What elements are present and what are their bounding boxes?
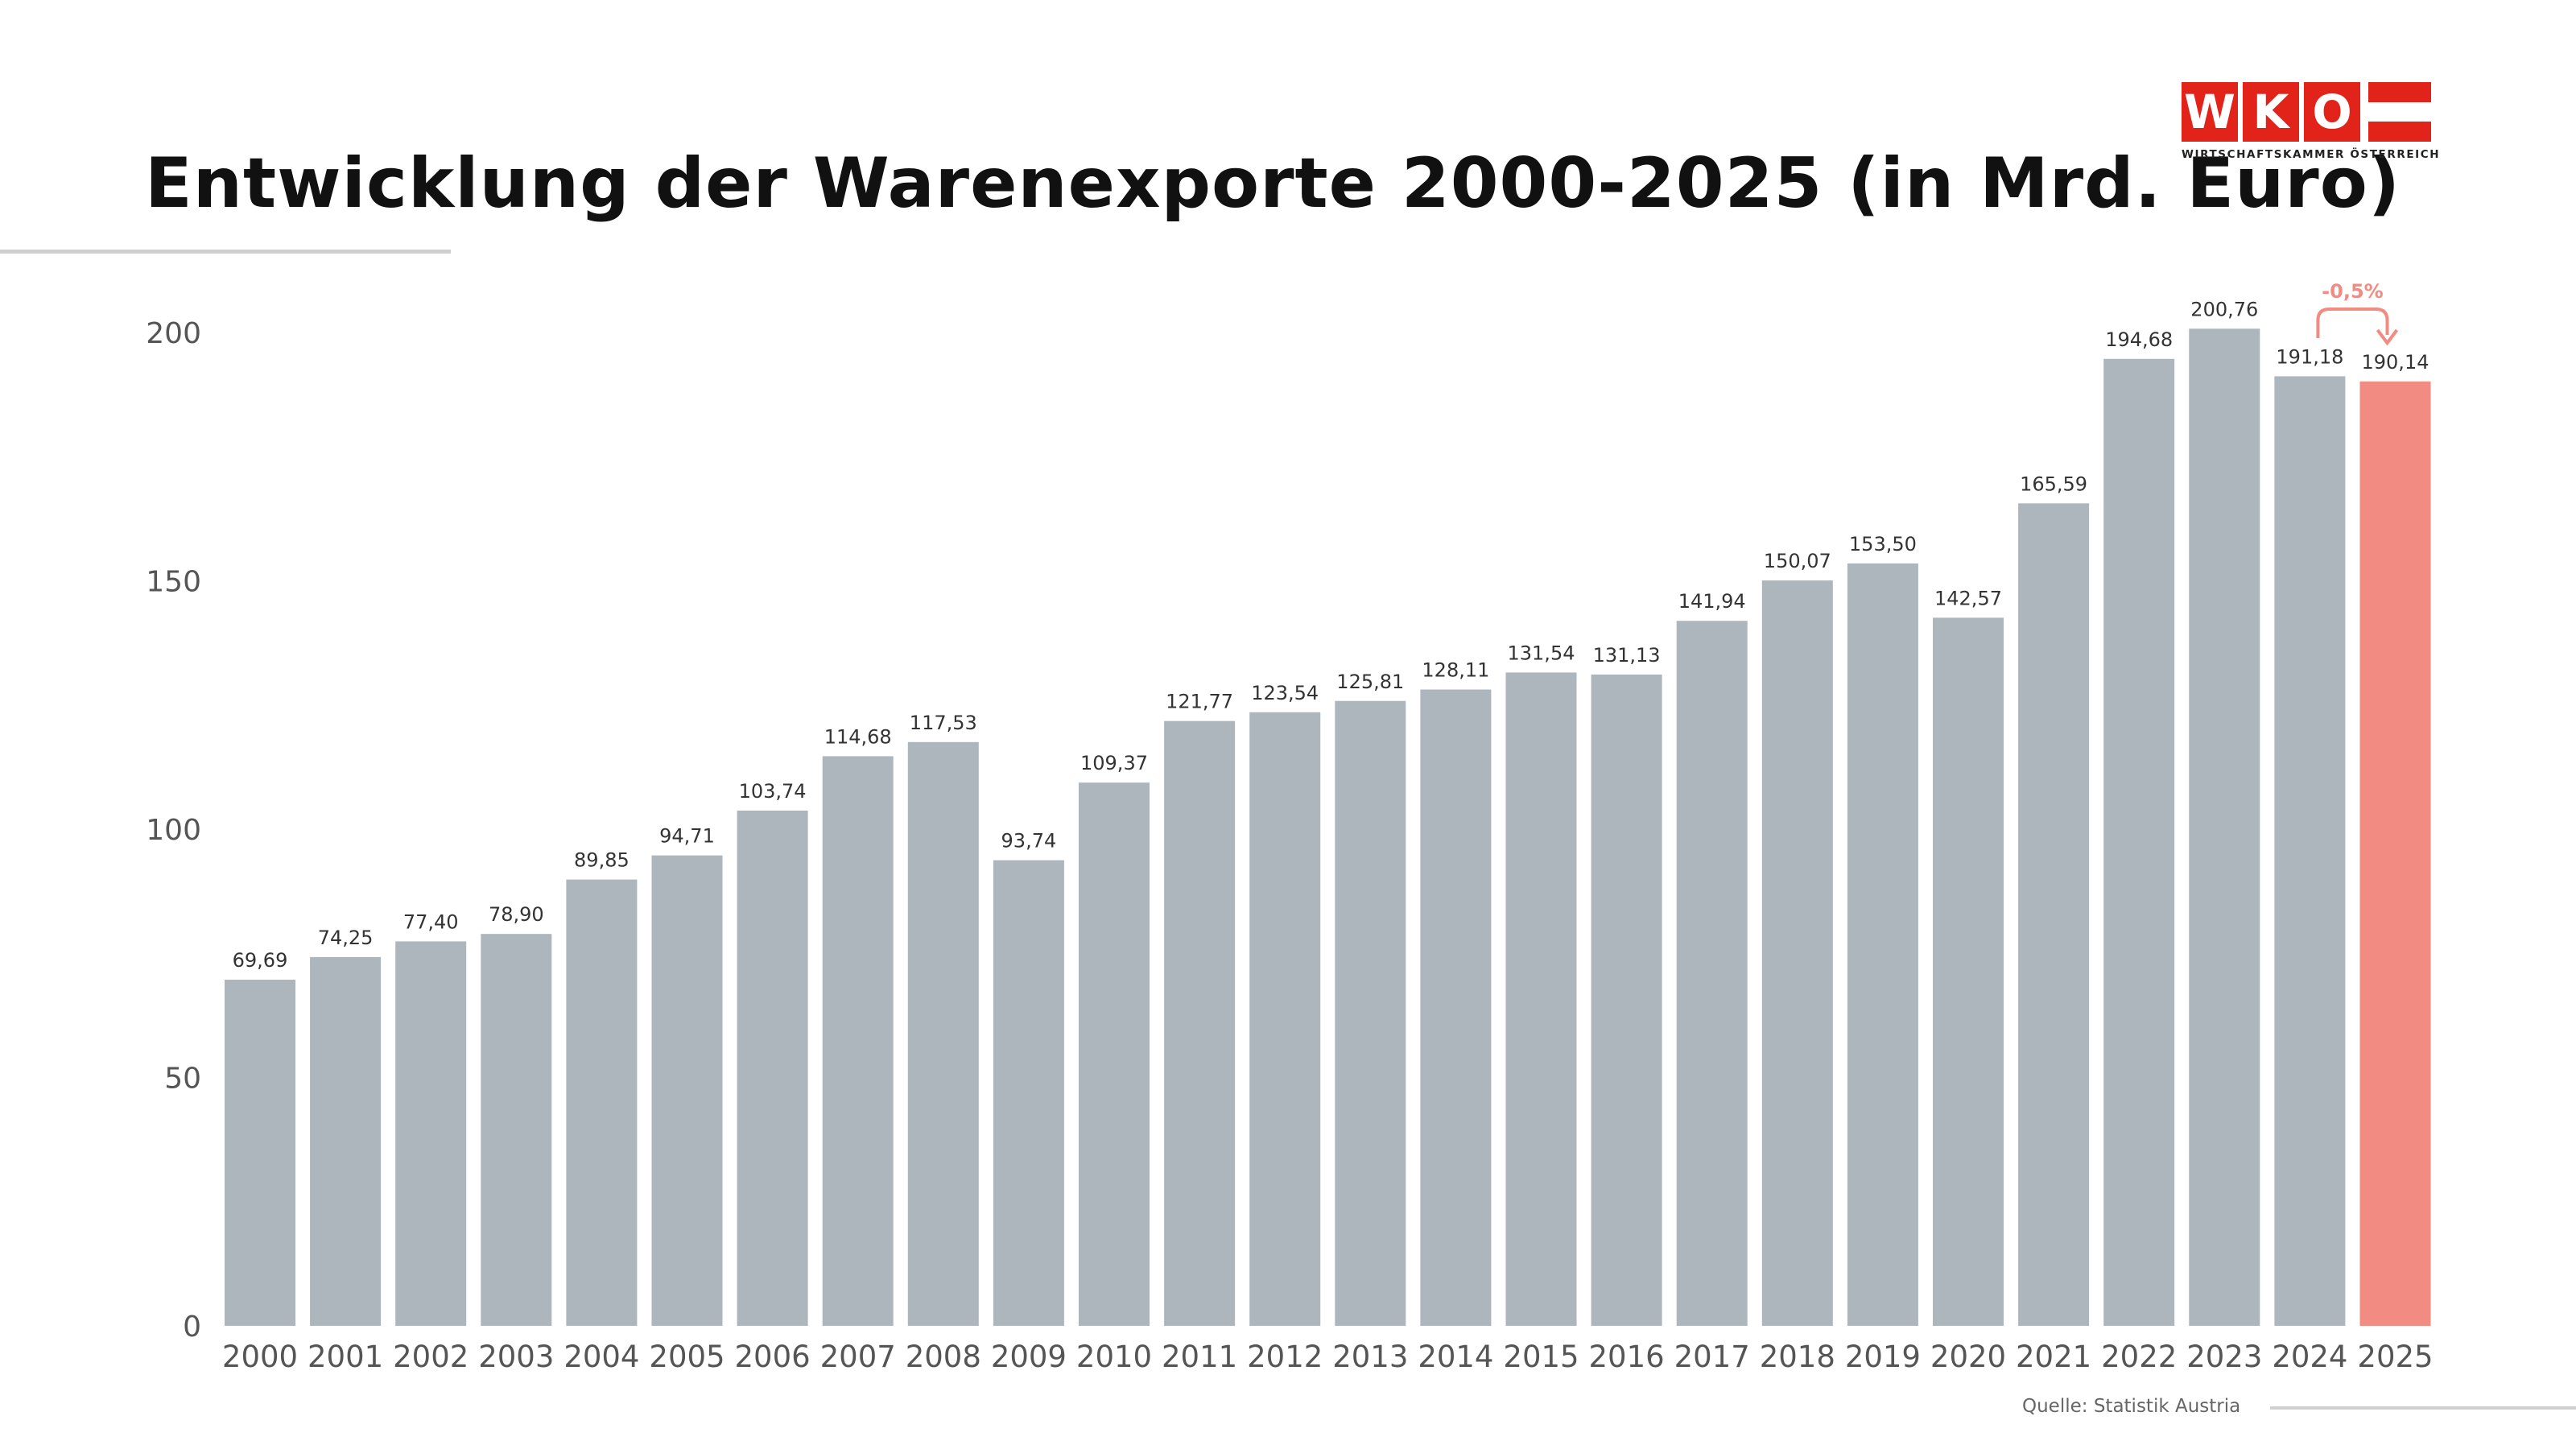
x-tick-label: 2013 <box>1332 1340 1408 1374</box>
bar-2009 <box>993 860 1064 1326</box>
bar-value-label: 165,59 <box>2020 473 2087 495</box>
x-tick-label: 2010 <box>1076 1340 1152 1374</box>
bar-value-label: 121,77 <box>1166 691 1233 713</box>
y-tick-label: 100 <box>146 814 201 847</box>
x-tick-label: 2025 <box>2357 1340 2433 1374</box>
bar-2025 <box>2359 381 2431 1327</box>
bar-value-label: 141,94 <box>1678 590 1746 613</box>
logo-subtitle: WIRTSCHAFTSKAMMER ÖSTERREICH <box>2182 148 2441 161</box>
bar-2022 <box>2103 358 2175 1326</box>
bar-2000 <box>225 980 295 1326</box>
bar-value-label: 78,90 <box>489 903 544 926</box>
bar-2012 <box>1249 712 1321 1326</box>
logo-letter-w: W <box>2182 82 2238 142</box>
bar-2002 <box>395 941 467 1326</box>
bar-2017 <box>1676 621 1748 1326</box>
bar-2024 <box>2274 376 2346 1326</box>
bar-2003 <box>481 934 552 1326</box>
bar-value-label: 69,69 <box>233 949 288 972</box>
x-tick-label: 2020 <box>1930 1340 2006 1374</box>
change-annotation-label: -0,5% <box>2322 280 2384 303</box>
x-tick-label: 2005 <box>649 1340 724 1374</box>
bar-2014 <box>1420 689 1492 1326</box>
source-note: Quelle: Statistik Austria <box>2022 1396 2241 1417</box>
x-tick-label: 2012 <box>1247 1340 1323 1374</box>
bar-value-label: 125,81 <box>1336 671 1404 693</box>
x-tick-label: 2014 <box>1418 1340 1493 1374</box>
bar-2010 <box>1079 782 1150 1326</box>
x-tick-label: 2016 <box>1589 1340 1665 1374</box>
bar-value-label: 191,18 <box>2276 345 2343 368</box>
bar-2016 <box>1591 674 1662 1326</box>
bar-value-label: 117,53 <box>910 712 977 734</box>
bar-2007 <box>822 756 894 1326</box>
x-tick-label: 2022 <box>2101 1340 2177 1374</box>
x-tick-label: 2000 <box>222 1340 298 1374</box>
bar-2001 <box>310 956 382 1326</box>
bar-2015 <box>1505 672 1577 1326</box>
bar-2023 <box>2189 328 2260 1326</box>
bar-2006 <box>737 810 808 1326</box>
bar-value-label: 131,13 <box>1593 644 1661 667</box>
x-tick-label: 2019 <box>1845 1340 1921 1374</box>
logo-letter-k: K <box>2243 82 2299 142</box>
x-tick-label: 2002 <box>393 1340 469 1374</box>
x-tick-label: 2006 <box>735 1340 811 1374</box>
x-tick-label: 2024 <box>2272 1340 2347 1374</box>
bar-value-label: 131,54 <box>1508 642 1575 664</box>
y-tick-label: 200 <box>146 317 201 350</box>
title-divider <box>0 250 451 254</box>
bar-2021 <box>2018 503 2090 1326</box>
change-arrow <box>2316 308 2389 338</box>
bar-value-label: 114,68 <box>824 725 892 748</box>
x-tick-label: 2008 <box>906 1340 981 1374</box>
x-tick-label: 2007 <box>820 1340 896 1374</box>
bar-value-label: 94,71 <box>659 825 715 848</box>
bar-2020 <box>1933 617 2004 1326</box>
logo-letter-o: O <box>2304 82 2360 142</box>
bar-value-label: 190,14 <box>2362 351 2429 374</box>
bar-value-label: 74,25 <box>318 927 374 949</box>
x-tick-label: 2004 <box>564 1340 639 1374</box>
wko-logo: W K O WIRTSCHAFTSKAMMER ÖSTERREICH <box>2182 82 2441 163</box>
bar-2018 <box>1761 580 1833 1326</box>
bar-value-label: 194,68 <box>2105 328 2173 351</box>
bar-value-label: 128,11 <box>1422 659 1489 682</box>
bar-value-label: 142,57 <box>1934 587 2002 609</box>
y-tick-label: 50 <box>164 1063 201 1096</box>
change-arrow-head <box>2376 328 2399 346</box>
bar-value-label: 123,54 <box>1251 682 1319 704</box>
bar-2011 <box>1164 720 1236 1326</box>
bar-2004 <box>566 879 638 1326</box>
bar-value-label: 77,40 <box>403 910 459 933</box>
austria-flag-icon <box>2368 82 2431 142</box>
bar-2019 <box>1847 563 1918 1326</box>
bar-2005 <box>651 855 723 1326</box>
x-tick-label: 2001 <box>308 1340 383 1374</box>
x-tick-label: 2003 <box>478 1340 554 1374</box>
x-tick-label: 2015 <box>1503 1340 1579 1374</box>
bar-value-label: 150,07 <box>1764 550 1831 572</box>
x-tick-label: 2023 <box>2186 1340 2262 1374</box>
x-tick-label: 2017 <box>1674 1340 1750 1374</box>
y-tick-label: 0 <box>183 1311 201 1344</box>
x-tick-label: 2018 <box>1760 1340 1835 1374</box>
x-tick-label: 2021 <box>2016 1340 2091 1374</box>
bar-value-label: 200,76 <box>2190 298 2258 320</box>
x-tick-label: 2009 <box>991 1340 1067 1374</box>
bar-value-label: 153,50 <box>1849 533 1917 555</box>
bar-value-label: 89,85 <box>574 849 630 872</box>
chart-title: Entwicklung der Warenexporte 2000-2025 (… <box>145 143 2401 224</box>
bar-2008 <box>907 741 979 1326</box>
bar-value-label: 93,74 <box>1001 830 1057 852</box>
bar-value-label: 103,74 <box>739 780 807 803</box>
bar-value-label: 109,37 <box>1080 752 1148 774</box>
bar-2013 <box>1335 700 1406 1326</box>
x-tick-label: 2011 <box>1162 1340 1237 1374</box>
source-divider <box>2270 1406 2576 1410</box>
y-tick-label: 150 <box>146 566 201 599</box>
